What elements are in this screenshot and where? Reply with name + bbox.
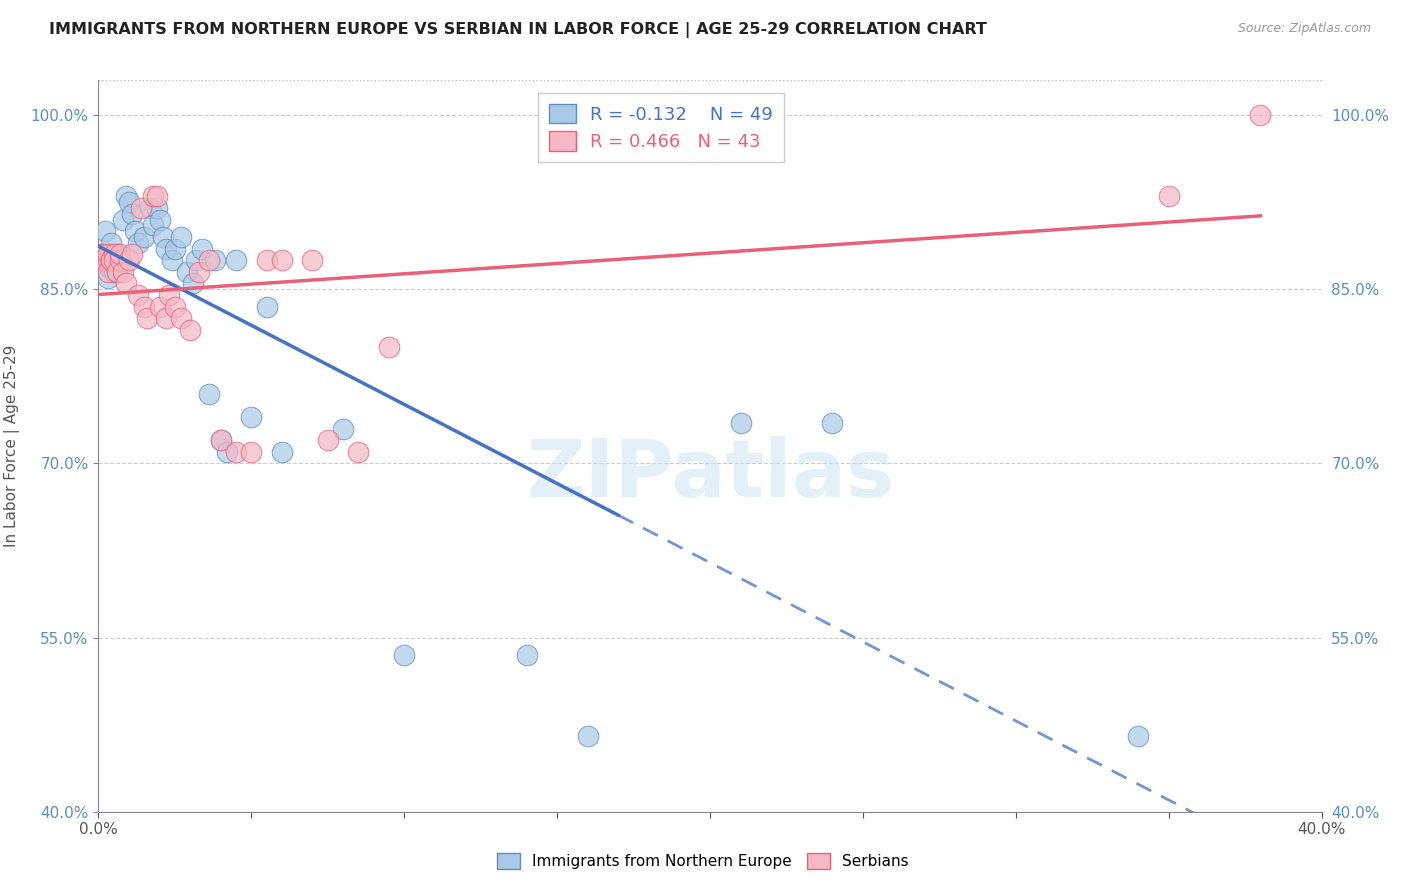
Point bbox=[103, 253, 125, 268]
Point bbox=[204, 253, 226, 268]
Point bbox=[576, 729, 599, 743]
Point bbox=[240, 409, 263, 424]
Point bbox=[121, 207, 143, 221]
Point bbox=[90, 247, 112, 261]
Point bbox=[256, 300, 278, 314]
Point bbox=[301, 253, 323, 268]
Text: Source: ZipAtlas.com: Source: ZipAtlas.com bbox=[1237, 22, 1371, 36]
Point bbox=[142, 219, 165, 233]
Point bbox=[179, 323, 201, 337]
Point bbox=[149, 212, 172, 227]
Point bbox=[115, 189, 138, 203]
Point bbox=[108, 247, 131, 261]
Point bbox=[209, 433, 232, 447]
Point bbox=[134, 300, 156, 314]
Point bbox=[105, 265, 128, 279]
Point bbox=[378, 340, 401, 354]
Point bbox=[197, 386, 219, 401]
Point bbox=[108, 253, 131, 268]
Point bbox=[124, 224, 146, 238]
Point bbox=[1157, 189, 1180, 203]
Point bbox=[170, 311, 193, 326]
Point bbox=[134, 230, 156, 244]
Point bbox=[100, 259, 122, 273]
Point bbox=[181, 277, 204, 291]
Point bbox=[225, 445, 247, 459]
Point bbox=[115, 277, 138, 291]
Point bbox=[155, 311, 177, 326]
Point bbox=[103, 265, 125, 279]
Point bbox=[90, 247, 112, 261]
Point bbox=[100, 253, 122, 268]
Point bbox=[111, 265, 134, 279]
Point bbox=[191, 242, 214, 256]
Point bbox=[270, 445, 292, 459]
Point bbox=[100, 247, 122, 261]
Point bbox=[100, 235, 122, 250]
Point bbox=[145, 189, 167, 203]
Point bbox=[160, 253, 183, 268]
Y-axis label: In Labor Force | Age 25-29: In Labor Force | Age 25-29 bbox=[4, 345, 20, 547]
Point bbox=[93, 224, 115, 238]
Point bbox=[97, 247, 120, 261]
Point bbox=[105, 265, 128, 279]
Point bbox=[209, 433, 232, 447]
Point bbox=[215, 445, 238, 459]
Point bbox=[121, 247, 143, 261]
Point bbox=[163, 242, 186, 256]
Point bbox=[332, 421, 354, 435]
Legend: Immigrants from Northern Europe, Serbians: Immigrants from Northern Europe, Serbian… bbox=[491, 847, 915, 875]
Point bbox=[97, 253, 120, 268]
Point bbox=[127, 235, 149, 250]
Point bbox=[516, 648, 538, 662]
Point bbox=[316, 433, 339, 447]
Point bbox=[90, 253, 112, 268]
Point bbox=[93, 253, 115, 268]
Text: ZIPatlas: ZIPatlas bbox=[526, 436, 894, 515]
Point bbox=[821, 416, 844, 430]
Point bbox=[108, 253, 131, 268]
Point bbox=[157, 288, 180, 302]
Point bbox=[129, 201, 152, 215]
Point bbox=[118, 195, 141, 210]
Point bbox=[100, 253, 122, 268]
Point bbox=[103, 253, 125, 268]
Point bbox=[176, 265, 198, 279]
Point bbox=[97, 259, 120, 273]
Point bbox=[256, 253, 278, 268]
Point bbox=[103, 253, 125, 268]
Point bbox=[240, 445, 263, 459]
Point bbox=[270, 253, 292, 268]
Point bbox=[347, 445, 370, 459]
Point bbox=[139, 201, 162, 215]
Point bbox=[93, 253, 115, 268]
Point bbox=[188, 265, 211, 279]
Point bbox=[186, 253, 208, 268]
Point bbox=[155, 242, 177, 256]
Point bbox=[163, 300, 186, 314]
Point bbox=[97, 270, 120, 285]
Point bbox=[1249, 108, 1271, 122]
Point bbox=[93, 247, 115, 261]
Point bbox=[103, 247, 125, 261]
Point bbox=[118, 253, 141, 268]
Point bbox=[730, 416, 752, 430]
Text: IMMIGRANTS FROM NORTHERN EUROPE VS SERBIAN IN LABOR FORCE | AGE 25-29 CORRELATIO: IMMIGRANTS FROM NORTHERN EUROPE VS SERBI… bbox=[49, 22, 987, 38]
Point bbox=[145, 201, 167, 215]
Point bbox=[136, 311, 159, 326]
Point bbox=[111, 212, 134, 227]
Point bbox=[105, 247, 128, 261]
Point bbox=[225, 253, 247, 268]
Point bbox=[197, 253, 219, 268]
Point bbox=[392, 648, 416, 662]
Point bbox=[1128, 729, 1150, 743]
Legend: R = -0.132    N = 49, R = 0.466   N = 43: R = -0.132 N = 49, R = 0.466 N = 43 bbox=[538, 93, 785, 161]
Point bbox=[152, 230, 174, 244]
Point bbox=[142, 189, 165, 203]
Point bbox=[127, 288, 149, 302]
Point bbox=[170, 230, 193, 244]
Point bbox=[149, 300, 172, 314]
Point bbox=[97, 265, 120, 279]
